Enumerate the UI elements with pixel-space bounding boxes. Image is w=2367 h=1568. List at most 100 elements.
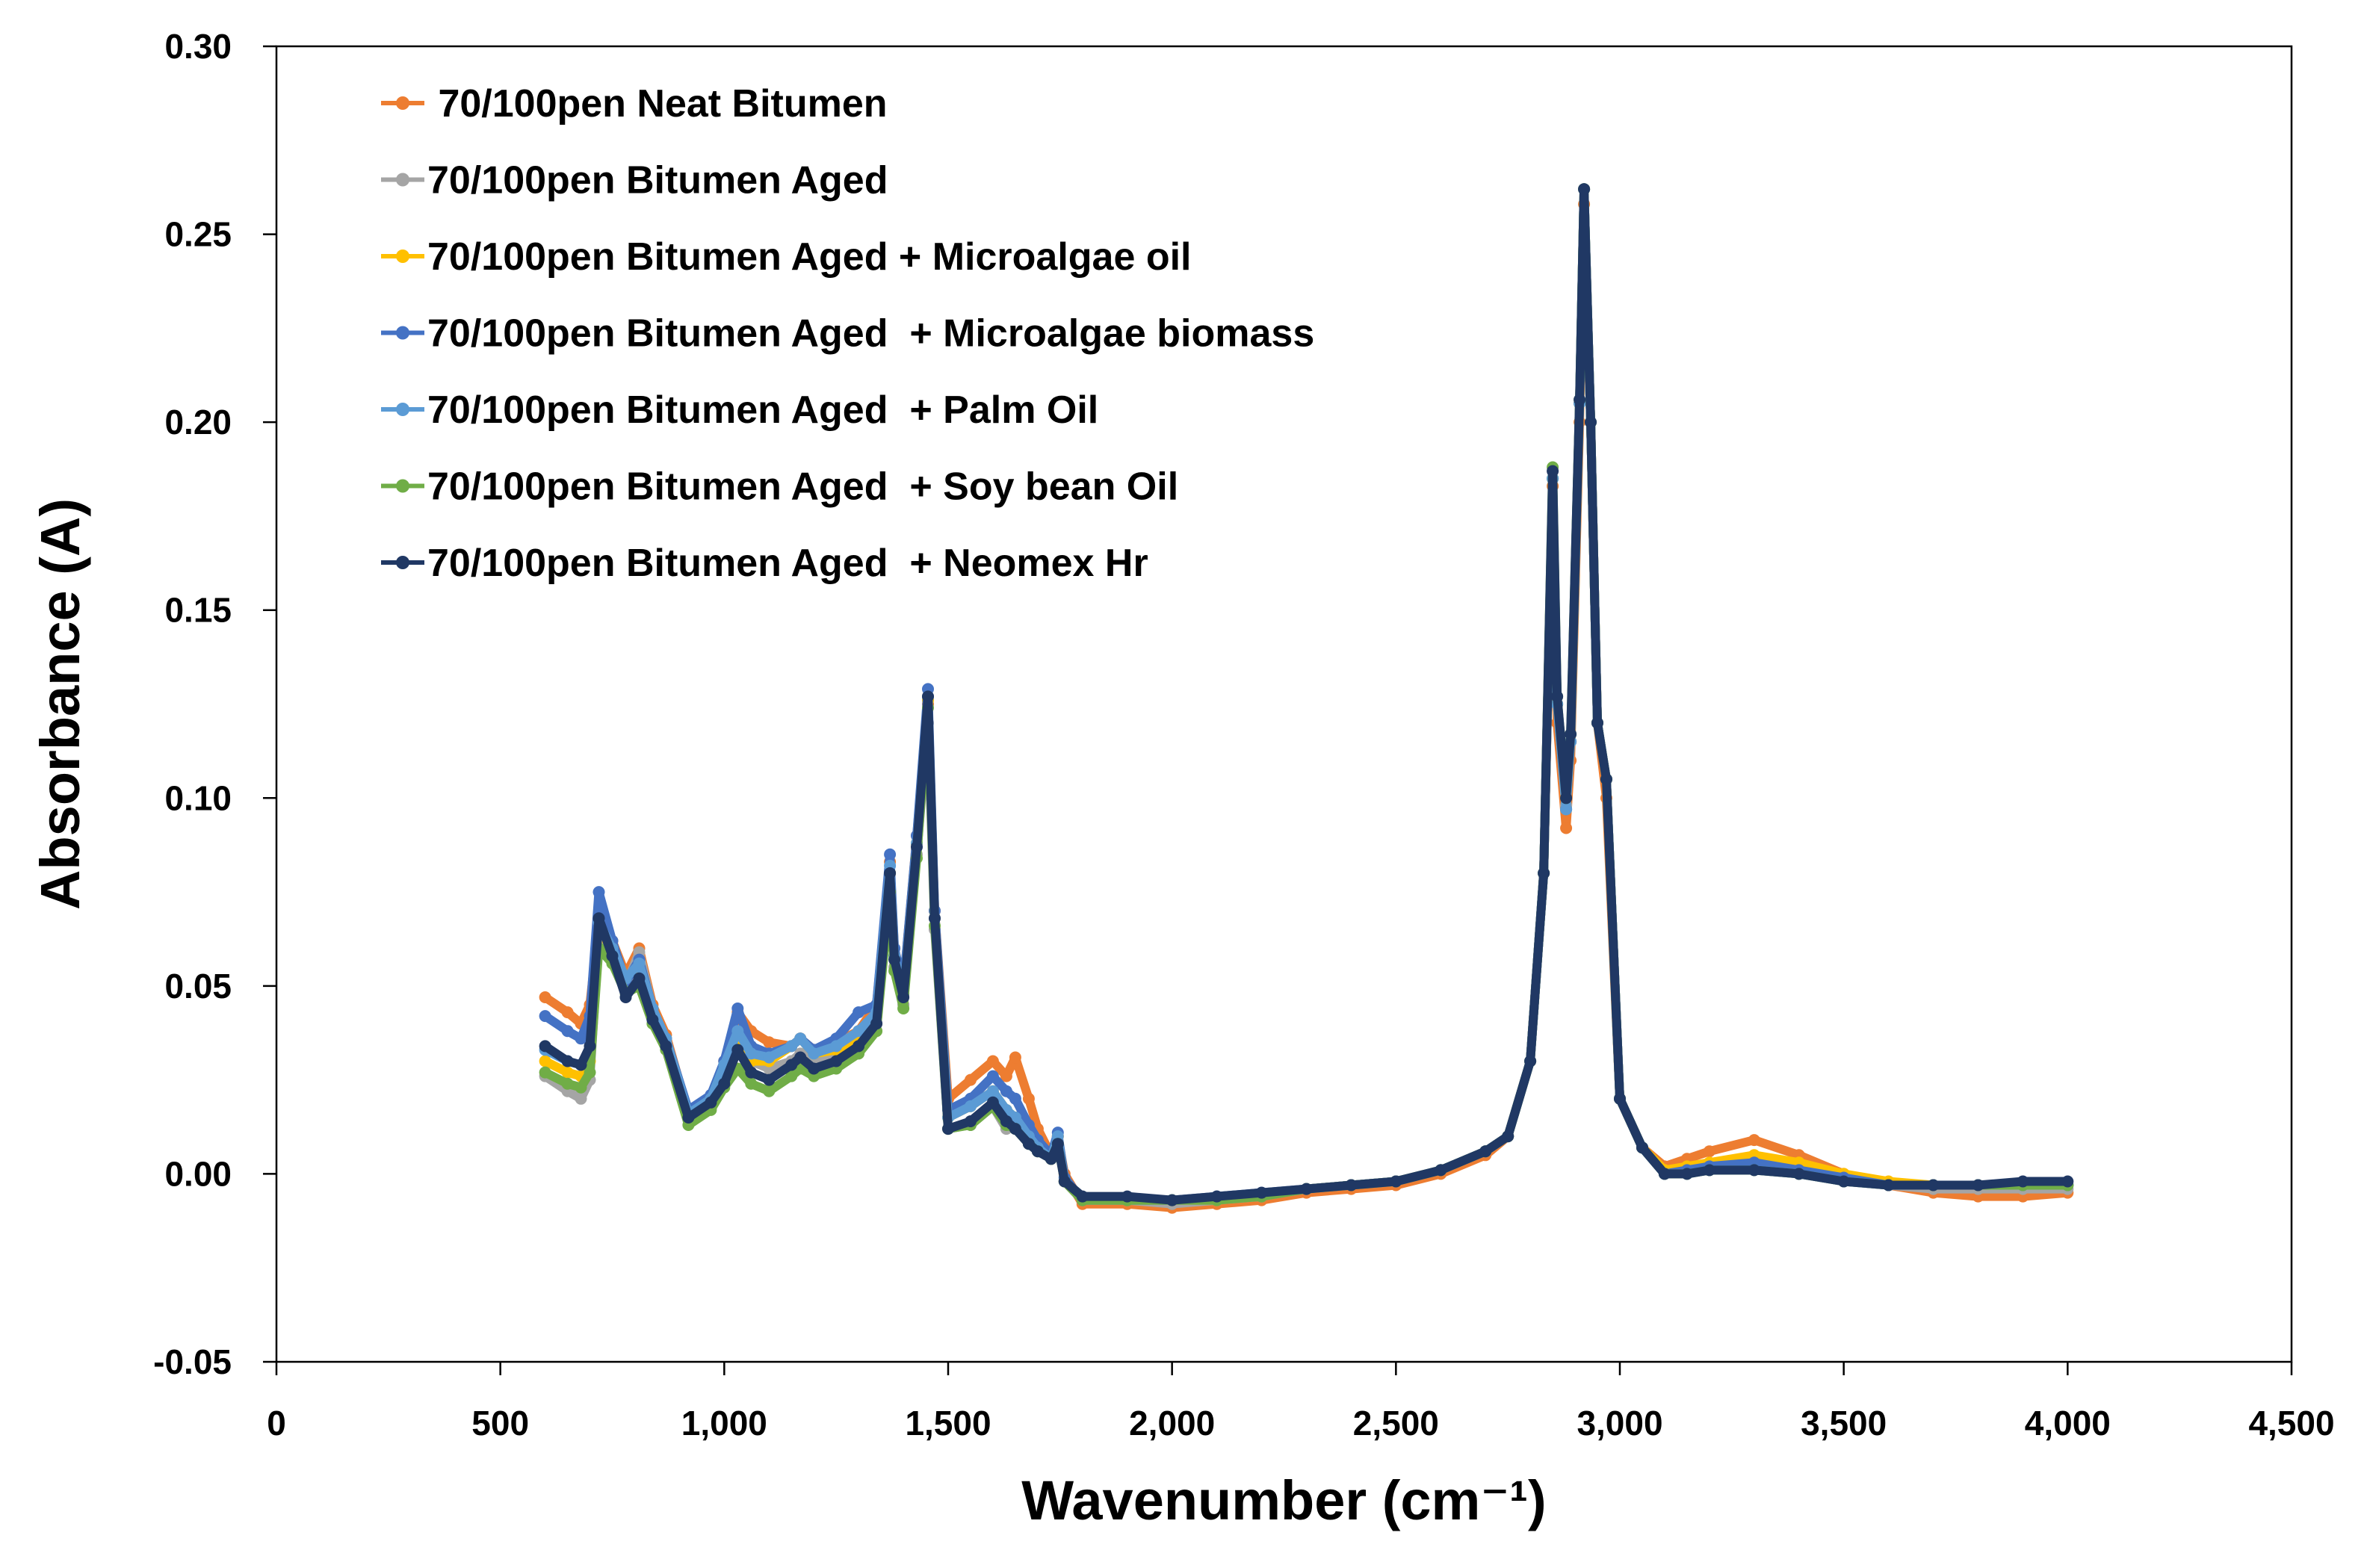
data-point <box>1000 1085 1012 1097</box>
legend-swatch-marker <box>396 96 409 110</box>
data-point <box>794 1032 807 1045</box>
data-point <box>1058 1175 1071 1188</box>
data-point <box>682 1112 695 1124</box>
data-point <box>1658 1168 1671 1180</box>
data-point <box>763 1085 776 1097</box>
data-point <box>539 1066 551 1079</box>
data-point <box>1022 1092 1035 1105</box>
data-point <box>1882 1179 1895 1192</box>
x-tick-label: 3,500 <box>1801 1404 1887 1443</box>
y-axis-title: Absorbance (A) <box>29 498 91 910</box>
data-point <box>986 1085 999 1097</box>
y-tick-label: 0.15 <box>164 591 232 630</box>
data-point <box>1551 690 1564 703</box>
x-tick-label: 1,000 <box>681 1404 767 1443</box>
data-point <box>1927 1179 1940 1192</box>
data-point <box>986 1055 999 1067</box>
data-point <box>870 1017 883 1030</box>
data-point <box>1000 1070 1012 1082</box>
data-point <box>808 1062 820 1075</box>
y-tick-label: -0.05 <box>153 1342 232 1381</box>
legend-label: 70/100pen Bitumen Aged + Neomex Hr <box>427 542 1148 585</box>
y-tick-label: 0.25 <box>164 215 232 254</box>
data-point <box>853 1040 865 1053</box>
data-point <box>731 1003 744 1014</box>
data-point <box>763 1051 776 1064</box>
data-point <box>1560 803 1573 816</box>
data-point <box>2061 1175 2074 1188</box>
data-point <box>584 1040 596 1053</box>
data-point <box>633 957 646 970</box>
x-axis-title: Wavenumber (cm⁻¹) <box>1021 1469 1546 1531</box>
x-tick-label: 3,000 <box>1577 1404 1662 1443</box>
legend-label: 70/100pen Bitumen Aged + Palm Oil <box>427 388 1098 432</box>
x-tick-label: 500 <box>471 1404 529 1443</box>
data-point <box>922 690 934 703</box>
data-point <box>561 1077 574 1090</box>
data-point <box>561 1066 574 1079</box>
data-point <box>785 1059 798 1071</box>
data-point <box>1547 465 1559 477</box>
data-point <box>830 1040 843 1053</box>
legend-item: 70/100pen Bitumen Aged + Microalgae oil <box>381 235 1191 279</box>
legend-item: 70/100pen Bitumen Aged <box>381 159 888 202</box>
data-point <box>1076 1190 1089 1203</box>
data-point <box>1614 1092 1626 1105</box>
data-point <box>561 1006 574 1019</box>
data-point <box>1045 1153 1057 1165</box>
series-7 <box>539 183 2074 1206</box>
data-point <box>888 953 901 966</box>
data-point <box>897 1003 910 1014</box>
y-tick-label: 0.05 <box>164 967 232 1005</box>
data-point <box>1560 822 1573 834</box>
data-point <box>1560 792 1573 805</box>
data-point <box>1031 1145 1044 1158</box>
data-point <box>745 1066 758 1079</box>
data-point <box>575 1032 587 1045</box>
y-tick-label: 0.00 <box>164 1154 232 1193</box>
legend-label: 70/100pen Bitumen Aged <box>427 159 888 202</box>
data-point <box>592 886 605 899</box>
data-point <box>911 840 923 853</box>
data-point <box>1574 394 1586 406</box>
data-point <box>1121 1190 1133 1203</box>
legend-swatch-marker <box>396 326 409 340</box>
data-point <box>539 1010 551 1023</box>
axis-layer <box>275 45 2293 1363</box>
data-point <box>1502 1130 1514 1143</box>
data-point <box>965 1073 977 1086</box>
data-point <box>986 1096 999 1109</box>
data-point <box>1390 1175 1402 1188</box>
data-point <box>1255 1186 1268 1199</box>
data-point <box>1210 1190 1223 1203</box>
legend-swatch-marker <box>396 403 409 416</box>
data-point <box>830 1055 843 1067</box>
legend-swatch-marker <box>396 479 409 493</box>
data-point <box>1435 1164 1447 1177</box>
data-point <box>884 848 897 861</box>
data-point <box>592 912 605 925</box>
data-point <box>1703 1164 1715 1177</box>
x-tick-label: 0 <box>267 1404 286 1443</box>
data-point <box>1680 1168 1693 1180</box>
data-point <box>1345 1179 1358 1192</box>
legend-swatch-marker <box>396 556 409 569</box>
data-point <box>1636 1141 1648 1154</box>
data-point <box>897 991 910 1003</box>
data-point <box>539 1040 551 1053</box>
x-tick-label: 2,500 <box>1353 1404 1439 1443</box>
data-point <box>1578 183 1591 196</box>
data-point <box>1009 1051 1021 1064</box>
plot-frame <box>275 45 2293 1363</box>
data-point <box>575 1081 587 1094</box>
data-point <box>1748 1164 1760 1177</box>
data-point <box>942 1123 954 1135</box>
data-point <box>1972 1179 1984 1192</box>
data-point <box>1524 1055 1537 1067</box>
data-point <box>965 1115 977 1127</box>
data-point <box>1009 1092 1021 1105</box>
legend-swatch-marker <box>396 250 409 263</box>
data-point <box>539 991 551 1003</box>
data-point <box>853 1025 865 1038</box>
